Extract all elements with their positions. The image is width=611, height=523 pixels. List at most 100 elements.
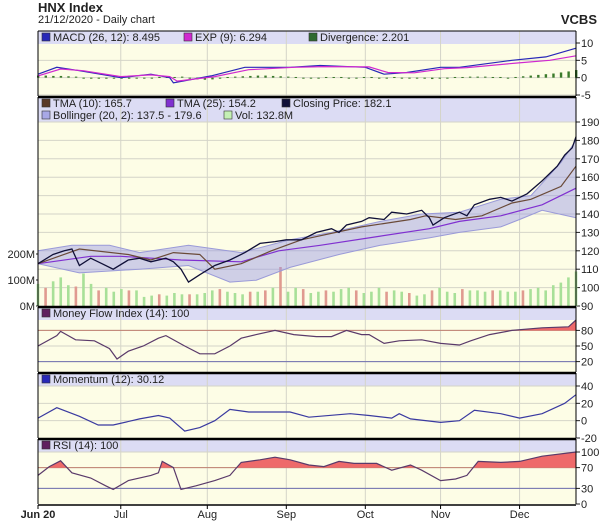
x-tick-label: Jun 20 [21, 509, 56, 521]
mfi-line [37, 319, 577, 360]
volume-bar [233, 293, 237, 306]
legend-swatch [41, 98, 51, 108]
volume-bar [165, 295, 169, 306]
brand-label: VCBS [560, 12, 597, 27]
x-tick-label: Oct [357, 509, 374, 521]
divergence-bar [44, 75, 47, 78]
rsi-y-tick-label: 30 [581, 483, 593, 495]
legend-swatch [41, 32, 51, 42]
volume-bar [476, 290, 479, 306]
price-y-tick-label: 170 [581, 154, 599, 166]
chart-subtitle: 21/12/2020 - Daily chart [38, 14, 155, 26]
legend-label: Money Flow Index (14): 100 [53, 308, 189, 320]
volume-bar [491, 290, 494, 306]
divergence-bar [347, 77, 351, 79]
volume-bar [324, 290, 328, 306]
divergence-bar [302, 77, 305, 79]
legend-label: Momentum (12): 30.12 [53, 374, 164, 386]
volume-bar [309, 293, 313, 306]
volume-bar [415, 295, 419, 306]
price-y-tick-label: 150 [581, 191, 599, 203]
volume-bar [536, 287, 540, 306]
legend-swatch [165, 98, 175, 108]
divergence-bar [226, 76, 229, 78]
momentum-panel: 40 20 0 -20 Momentum (12): 30.12 [37, 371, 597, 445]
volume-bar [370, 291, 373, 306]
volume-bar [521, 290, 525, 306]
volume-bar [438, 287, 441, 306]
volume-bar [104, 287, 108, 306]
divergence-bar [211, 77, 214, 80]
price-panel: 190 180 170 160 150 140 130 120 110 100 90 TMA (10)… [7, 95, 599, 313]
divergence-bar [506, 77, 510, 79]
momentum-y-tick-label: 20 [581, 398, 593, 410]
volume-bar [271, 287, 275, 306]
macd-y-tick-label: 0 [581, 73, 587, 85]
momentum-line [37, 394, 577, 432]
divergence-bar [362, 76, 366, 78]
legend-label: TMA (25): 154.2 [177, 98, 256, 110]
divergence-bar [499, 76, 502, 78]
legend-swatch [41, 440, 51, 450]
volume-bar [120, 289, 123, 306]
volume-bar [339, 289, 343, 306]
divergence-bar [423, 77, 426, 79]
divergence-bar [294, 76, 298, 78]
divergence-bar [150, 77, 154, 79]
divergence-bar [521, 76, 525, 78]
divergence-bar [90, 77, 93, 79]
divergence-bar [173, 76, 176, 78]
volume-bar [559, 282, 563, 306]
legend-label: RSI (14): 100 [53, 440, 118, 452]
divergence-bar [249, 75, 252, 78]
volume-bar [112, 291, 116, 306]
volume-bar [51, 281, 55, 306]
macd-legend-band [38, 31, 576, 44]
divergence-bar [408, 77, 411, 79]
volume-bar [498, 290, 502, 306]
divergence-bar [491, 76, 495, 78]
rsi-overbought-fill [38, 452, 576, 468]
volume-bar [218, 289, 222, 306]
divergence-bar [82, 77, 85, 79]
volume-bar [135, 290, 138, 306]
volume-bar [210, 290, 214, 306]
volume-bar [264, 290, 267, 306]
divergence-bar [537, 74, 540, 78]
volume-bar [347, 287, 350, 306]
volume-bar [226, 291, 229, 306]
divergence-bar [271, 75, 275, 78]
divergence-bar [127, 77, 131, 79]
volume-bar [407, 293, 411, 306]
price-y-tick-label: 190 [581, 117, 599, 129]
divergence-bar [188, 77, 191, 79]
volume-bar [529, 289, 532, 306]
macd-y-tick-label: 5 [581, 55, 587, 67]
volume-bar [354, 290, 358, 306]
momentum-y-tick-label: 0 [581, 416, 587, 428]
momentum-legend-band [38, 373, 576, 386]
divergence-bar [415, 77, 419, 79]
divergence-bar [203, 77, 207, 80]
volume-bar [377, 287, 381, 306]
legend-label: Closing Price: 182.1 [293, 98, 391, 110]
volume-axis-label: 0M [20, 301, 35, 313]
volume-bar [59, 277, 63, 306]
x-tick-label: Sep [277, 509, 297, 521]
x-tick-label: Nov [431, 509, 451, 521]
divergence-bar [59, 75, 63, 78]
volume-bar [483, 291, 487, 306]
divergence-bar [234, 76, 237, 78]
momentum-y-tick-label: -20 [581, 433, 597, 445]
volume-bar [294, 287, 297, 306]
volume-bar [157, 294, 161, 306]
legend-label: Vol: 132.8M [235, 110, 293, 122]
price-y-tick-label: 110 [581, 264, 599, 276]
volume-bar [385, 291, 388, 306]
legend-label: MACD (26, 12): 8.495 [53, 32, 160, 44]
mfi-y-tick-label: 50 [581, 341, 593, 353]
chart-title: HNX Index [38, 0, 104, 15]
volume-bar [180, 294, 184, 306]
divergence-bar [431, 77, 434, 80]
legend-swatch [41, 308, 51, 318]
